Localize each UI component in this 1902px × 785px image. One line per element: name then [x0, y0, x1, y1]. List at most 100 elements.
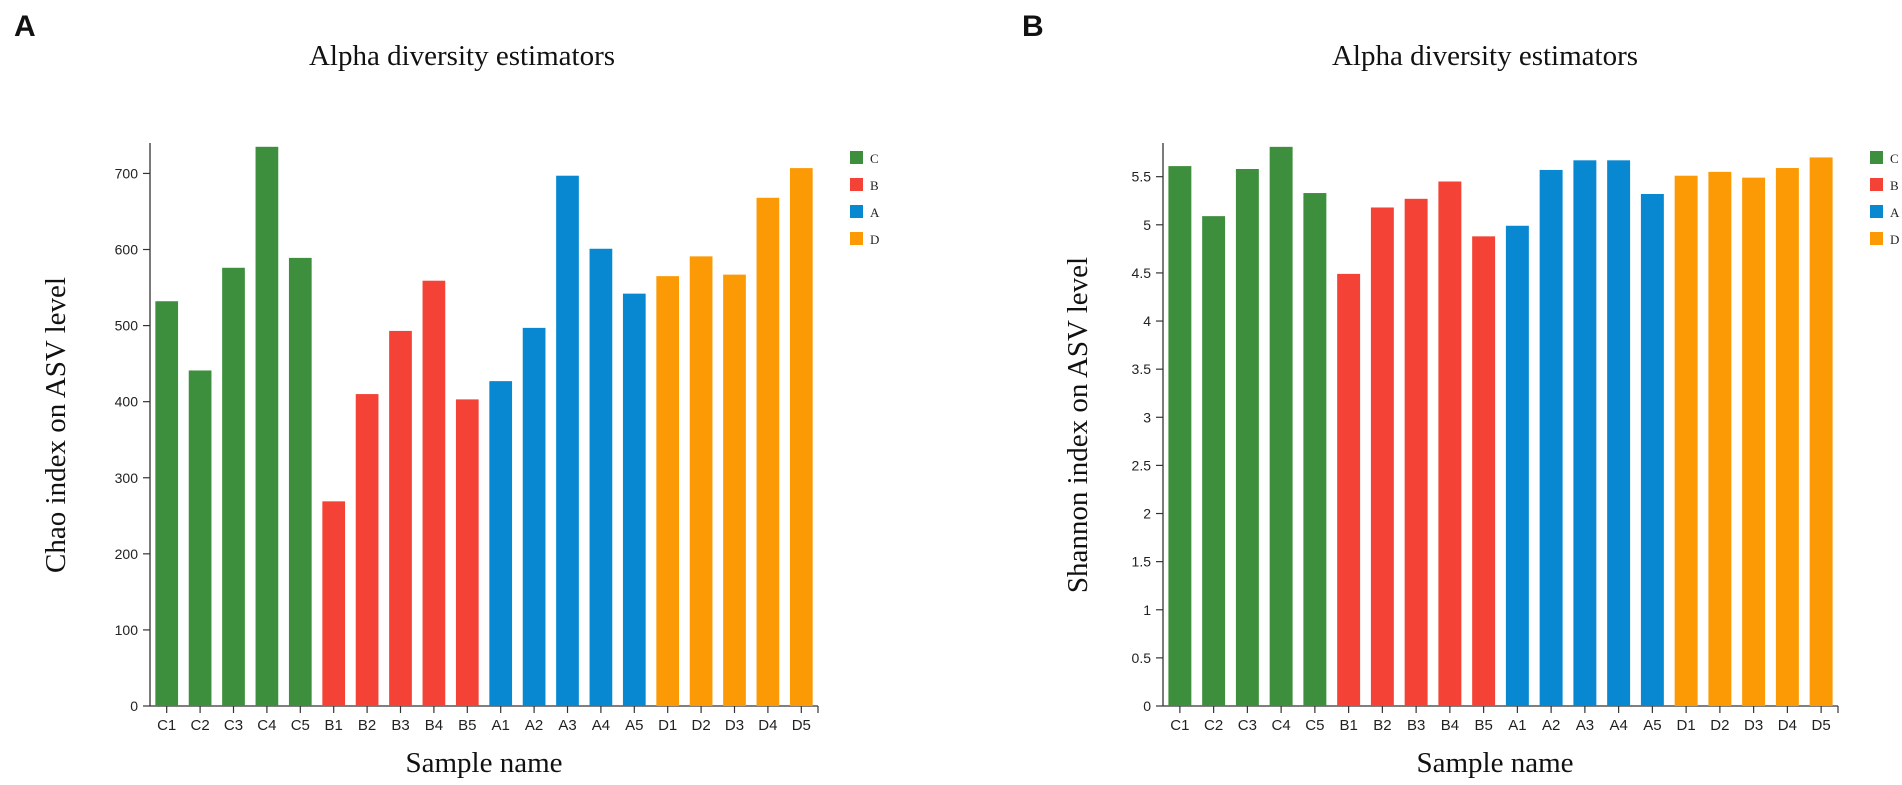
x-tick-label: A1 — [492, 717, 510, 734]
y-tick-label: 100 — [115, 622, 139, 638]
bar-c3 — [1235, 168, 1259, 706]
bar-a1 — [1505, 225, 1529, 706]
x-tick-label: A2 — [525, 717, 543, 734]
y-tick-label: 2 — [1143, 506, 1151, 522]
legend-label-c: C — [870, 151, 879, 166]
legend-label-a: A — [1890, 205, 1900, 220]
bar-c4 — [1269, 146, 1293, 706]
x-tick-label: A5 — [625, 717, 643, 734]
x-tick-label: C2 — [1204, 717, 1223, 734]
bar-a4 — [1607, 160, 1631, 707]
bar-b2 — [355, 394, 379, 706]
bar-a2 — [522, 327, 546, 706]
x-tick-label: C4 — [1272, 717, 1291, 734]
y-tick-label: 200 — [115, 546, 139, 562]
bar-c5 — [288, 257, 312, 706]
x-tick-label: D5 — [792, 717, 811, 734]
bar-d4 — [1775, 168, 1799, 706]
y-tick-label: 2.5 — [1132, 457, 1152, 473]
legend-swatch-b — [850, 178, 863, 191]
x-tick-label: A1 — [1508, 717, 1526, 734]
x-tick-label: D3 — [1744, 717, 1763, 734]
x-tick-label: B1 — [325, 717, 343, 734]
legend-label-a: A — [870, 205, 880, 220]
legend-swatch-c — [1870, 151, 1883, 164]
x-tick-label: C5 — [291, 717, 310, 734]
y-tick-label: 700 — [115, 165, 139, 181]
bar-c1 — [1168, 166, 1192, 707]
x-tick-label: D3 — [725, 717, 744, 734]
x-tick-label: A5 — [1643, 717, 1661, 734]
x-tick-label: C5 — [1305, 717, 1324, 734]
x-axis-label: Sample name — [1416, 747, 1573, 779]
y-tick-label: 0.5 — [1132, 650, 1152, 666]
bar-d5 — [1809, 157, 1833, 706]
y-tick-label: 600 — [115, 242, 139, 258]
legend-swatch-b — [1870, 178, 1883, 191]
y-tick-label: 400 — [115, 394, 139, 410]
x-tick-label: D2 — [692, 717, 711, 734]
x-tick-label: B1 — [1339, 717, 1357, 734]
bar-a5 — [622, 293, 646, 706]
bar-c1 — [155, 301, 179, 706]
bar-a5 — [1640, 194, 1664, 706]
panel-label: A — [14, 10, 36, 43]
bar-b5 — [455, 399, 479, 706]
x-axis-label: Sample name — [405, 747, 562, 779]
x-tick-label: B4 — [425, 717, 443, 734]
x-tick-label: C3 — [224, 717, 243, 734]
y-tick-label: 4.5 — [1132, 265, 1152, 281]
bar-b1 — [1337, 273, 1361, 706]
legend-swatch-a — [850, 205, 863, 218]
legend-label-b: B — [870, 178, 879, 193]
bar-b1 — [322, 501, 346, 706]
bar-c2 — [188, 370, 212, 706]
legend-swatch-d — [850, 232, 863, 245]
bar-a3 — [556, 175, 579, 707]
x-tick-label: A3 — [558, 717, 576, 734]
x-tick-label: B3 — [1407, 717, 1425, 734]
x-tick-label: B5 — [1474, 717, 1492, 734]
bar-c3 — [222, 267, 245, 706]
bar-b3 — [389, 330, 412, 706]
bar-b4 — [422, 280, 446, 706]
x-tick-label: B5 — [458, 717, 476, 734]
x-tick-label: D1 — [658, 717, 677, 734]
panel-label: B — [1022, 10, 1044, 43]
y-tick-label: 1.5 — [1132, 554, 1152, 570]
x-tick-label: B2 — [358, 717, 376, 734]
legend-label-d: D — [870, 232, 879, 247]
bar-a2 — [1539, 169, 1563, 706]
bar-b3 — [1404, 198, 1428, 707]
chart-panel-b: B Alpha diversity estimators Shannon index… — [1022, 10, 1900, 779]
chart-panel-a: A Alpha diversity estimators Chao index on… — [14, 10, 880, 779]
bar-c5 — [1303, 193, 1327, 707]
x-tick-label: C2 — [191, 717, 210, 734]
x-tick-label: A3 — [1576, 717, 1594, 734]
y-tick-label: 500 — [115, 318, 139, 334]
y-tick-label: 0 — [1143, 698, 1151, 714]
y-tick-label: 3.5 — [1132, 361, 1152, 377]
y-tick-label: 5.5 — [1132, 169, 1152, 185]
bar-b4 — [1438, 181, 1462, 706]
x-tick-label: A4 — [1609, 717, 1627, 734]
bar-a1 — [489, 381, 513, 706]
x-tick-label: D5 — [1812, 717, 1831, 734]
x-tick-label: C4 — [257, 717, 276, 734]
x-tick-label: D4 — [758, 717, 777, 734]
x-tick-label: A4 — [592, 717, 610, 734]
legend-label-b: B — [1890, 178, 1899, 193]
x-tick-label: B2 — [1373, 717, 1391, 734]
x-tick-label: D4 — [1778, 717, 1797, 734]
bar-d5 — [789, 168, 813, 706]
bar-b2 — [1370, 207, 1394, 706]
y-tick-label: 3 — [1143, 409, 1151, 425]
y-tick-label: 4 — [1143, 313, 1151, 329]
x-tick-label: A2 — [1542, 717, 1560, 734]
bar-c4 — [255, 146, 279, 706]
legend-swatch-d — [1870, 232, 1883, 245]
x-tick-label: B3 — [391, 717, 409, 734]
